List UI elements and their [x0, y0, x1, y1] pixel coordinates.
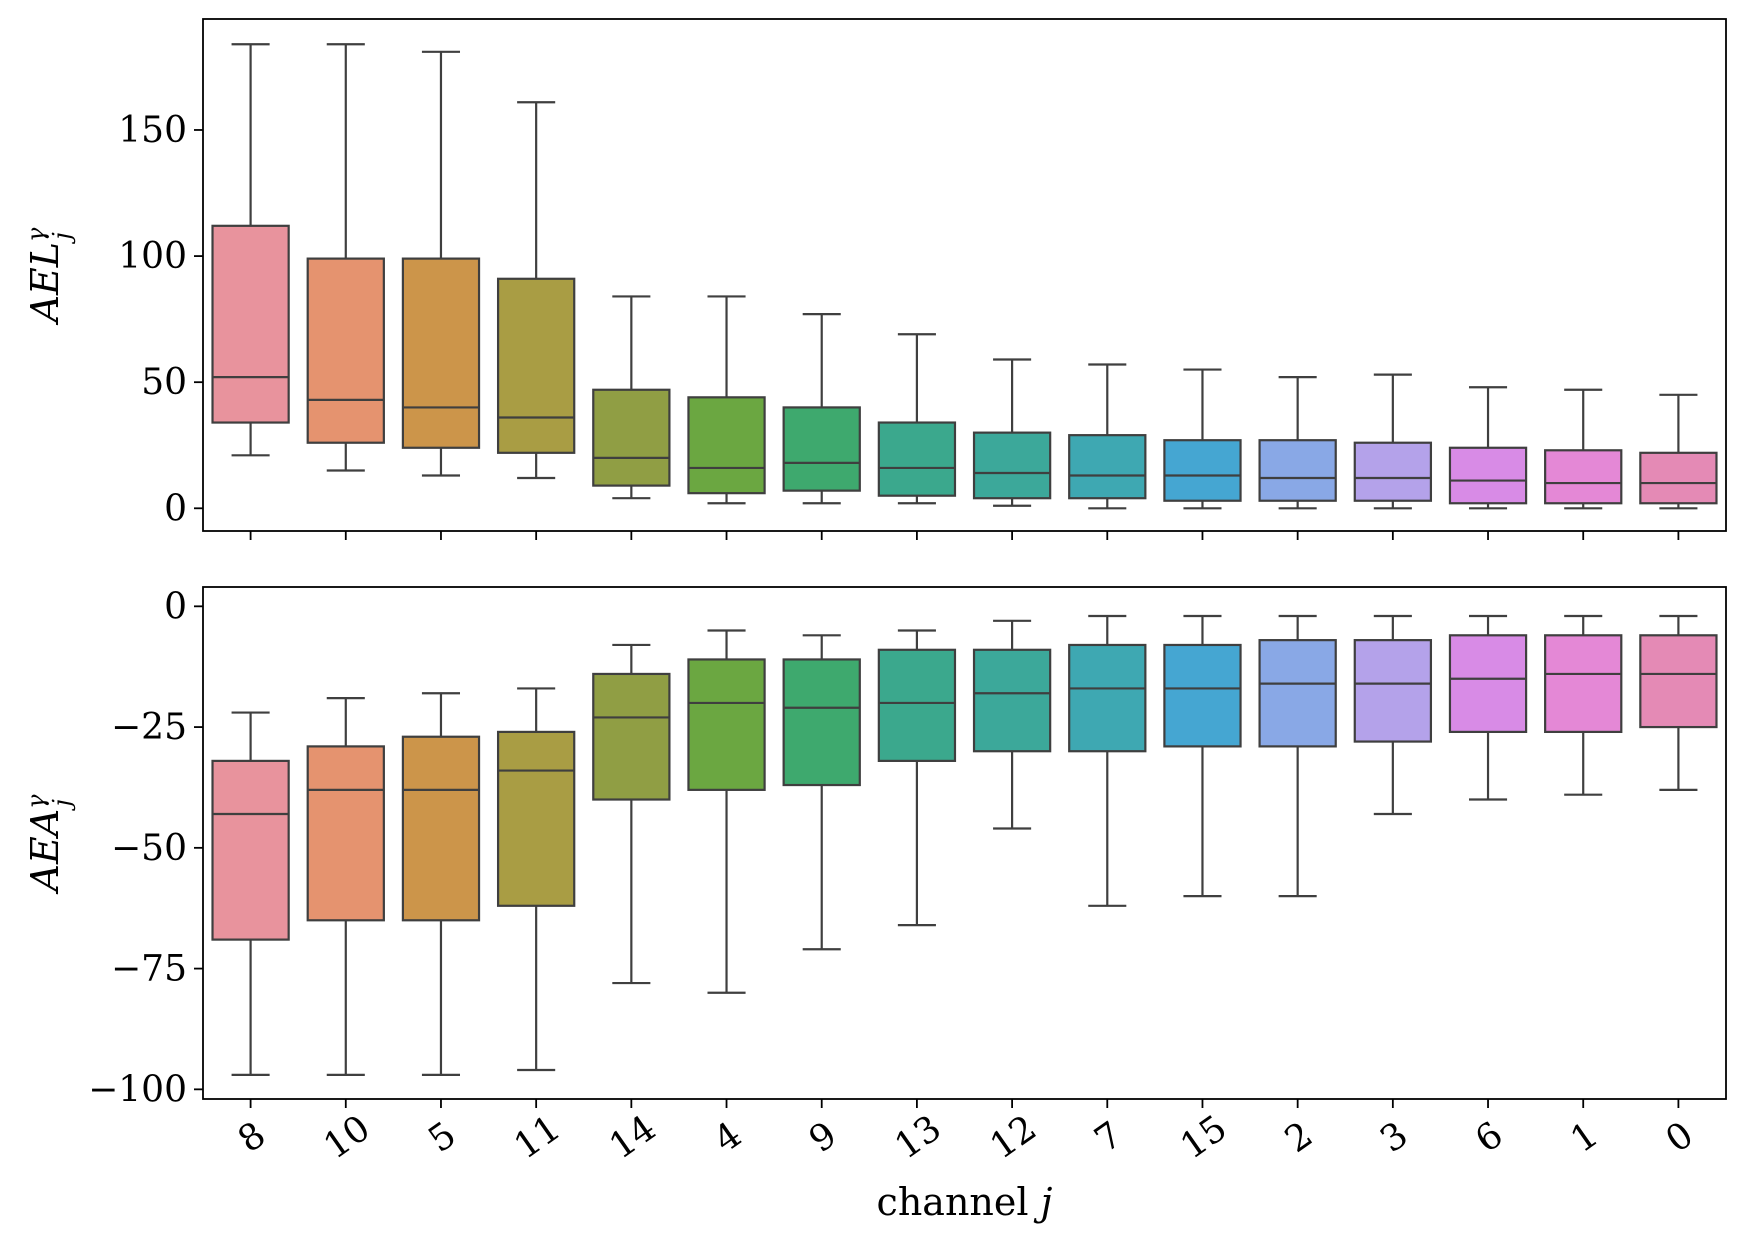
y-axis-label: AELγj	[22, 227, 76, 325]
box-iqr	[687, 658, 766, 791]
box-iqr	[1163, 643, 1242, 748]
x-tick-label: 3	[1373, 1114, 1415, 1161]
box-channel-7	[1068, 614, 1147, 907]
box-iqr	[972, 431, 1052, 500]
box-iqr	[1544, 634, 1623, 734]
box-iqr	[211, 224, 290, 424]
box-iqr	[592, 672, 671, 801]
box-iqr	[877, 421, 957, 497]
box-channel-11	[496, 687, 576, 1072]
box-iqr	[211, 759, 290, 941]
box-channel-14	[592, 643, 671, 985]
box-channel-2	[1258, 614, 1337, 898]
box-channel-1	[1544, 614, 1623, 796]
y-axis-label: AEAγj	[22, 794, 76, 895]
x-tick-label: 15	[1173, 1108, 1234, 1168]
box-iqr	[1639, 451, 1718, 505]
box-channel-0	[1639, 614, 1718, 791]
box-channel-12	[972, 358, 1052, 507]
box-iqr	[1258, 439, 1337, 502]
box-channel-3	[1353, 373, 1433, 510]
y-tick-label: 0	[164, 586, 187, 627]
box-iqr	[1639, 634, 1718, 729]
x-tick-label: 11	[507, 1108, 568, 1168]
x-axis-label: channel j	[877, 1180, 1053, 1224]
x-tick-label: 7	[1088, 1114, 1130, 1161]
box-iqr	[782, 658, 861, 787]
box-channel-7	[1068, 363, 1147, 510]
box-iqr	[1163, 439, 1242, 502]
x-tick-label: 5	[421, 1114, 463, 1161]
x-tick-label: 10	[317, 1108, 378, 1168]
x-tick-label: 1	[1563, 1114, 1605, 1161]
top-panel-aelj: 0 50 100 150 AELγj	[22, 18, 1727, 540]
box-channel-8	[211, 711, 290, 1076]
box-iqr	[496, 730, 576, 907]
box-channel-8	[211, 43, 290, 457]
box-channel-13	[877, 629, 957, 927]
box-channel-14	[592, 295, 671, 500]
box-channel-0	[1639, 393, 1718, 510]
box-iqr	[1448, 446, 1528, 505]
x-tick-label: 2	[1278, 1114, 1320, 1161]
box-channel-5	[401, 692, 481, 1076]
box-iqr	[1448, 634, 1528, 734]
box-channel-15	[1163, 368, 1242, 510]
box-iqr	[306, 745, 385, 922]
box-channel-9	[782, 312, 861, 505]
box-channel-11	[496, 101, 576, 480]
box-iqr	[306, 257, 385, 444]
box-iqr	[877, 648, 957, 762]
x-tick-label: 14	[602, 1108, 663, 1168]
box-channel-6	[1448, 614, 1528, 801]
y-tick-label: −25	[111, 707, 187, 748]
y-tick-label: 100	[118, 236, 187, 277]
axes-frame	[202, 18, 1727, 532]
box-iqr	[972, 648, 1052, 753]
x-tick-label: 9	[802, 1114, 844, 1161]
box-iqr	[1353, 441, 1433, 502]
box-channel-9	[782, 634, 861, 951]
box-iqr	[782, 406, 861, 492]
box-channel-10	[306, 696, 385, 1076]
box-iqr	[1353, 639, 1433, 743]
box-iqr	[1544, 449, 1623, 505]
x-tick-label: 6	[1468, 1114, 1510, 1161]
box-channel-12	[972, 619, 1052, 830]
box-channel-3	[1353, 614, 1433, 816]
box-iqr	[1068, 643, 1147, 753]
box-iqr	[592, 388, 671, 487]
x-tick-label: 8	[231, 1114, 273, 1161]
box-iqr	[1258, 639, 1337, 748]
box-channel-4	[687, 629, 766, 994]
box-iqr	[687, 396, 766, 495]
box-channel-2	[1258, 376, 1337, 510]
y-tick-label: −50	[111, 828, 187, 869]
y-tick-label: 150	[118, 110, 187, 151]
box-channel-10	[306, 43, 385, 472]
box-iqr	[1068, 434, 1147, 500]
x-tick-label: 4	[707, 1114, 749, 1161]
box-iqr	[496, 277, 576, 454]
y-tick-label: −100	[88, 1069, 187, 1110]
y-tick-label: 0	[164, 488, 187, 529]
y-tick-label: 50	[141, 362, 187, 403]
box-channel-5	[401, 50, 481, 477]
axes-frame	[202, 586, 1727, 1100]
x-tick-label: 13	[888, 1108, 949, 1168]
box-channel-4	[687, 295, 766, 505]
box-channel-15	[1163, 614, 1242, 898]
box-iqr	[401, 735, 481, 922]
box-iqr	[401, 257, 481, 449]
x-tick-label: 12	[983, 1108, 1044, 1168]
y-tick-label: −75	[111, 949, 187, 990]
x-tick-label: 0	[1659, 1114, 1701, 1161]
box-channel-6	[1448, 386, 1528, 510]
box-channel-1	[1544, 388, 1623, 510]
box-channel-13	[877, 333, 957, 505]
